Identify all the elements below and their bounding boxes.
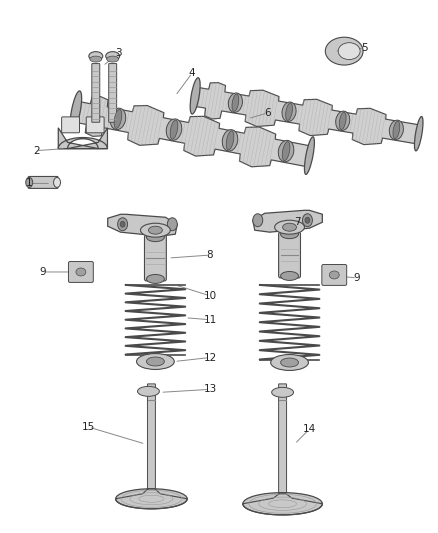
Ellipse shape bbox=[226, 131, 234, 150]
Ellipse shape bbox=[70, 91, 81, 131]
Polygon shape bbox=[243, 494, 322, 515]
Ellipse shape bbox=[304, 137, 314, 174]
Text: 6: 6 bbox=[265, 108, 271, 118]
Ellipse shape bbox=[329, 271, 339, 279]
Ellipse shape bbox=[90, 56, 102, 62]
Ellipse shape bbox=[107, 56, 119, 62]
Text: 12: 12 bbox=[203, 352, 217, 362]
Ellipse shape bbox=[278, 140, 294, 162]
Ellipse shape bbox=[116, 489, 187, 509]
Polygon shape bbox=[194, 83, 420, 144]
Polygon shape bbox=[58, 128, 107, 149]
Polygon shape bbox=[108, 214, 177, 236]
Ellipse shape bbox=[89, 52, 103, 61]
Text: 15: 15 bbox=[82, 422, 95, 432]
FancyBboxPatch shape bbox=[28, 176, 58, 188]
Ellipse shape bbox=[222, 130, 238, 151]
Text: 10: 10 bbox=[204, 291, 217, 301]
Text: 4: 4 bbox=[189, 68, 195, 78]
Text: 8: 8 bbox=[207, 250, 213, 260]
Text: 5: 5 bbox=[361, 43, 367, 53]
Ellipse shape bbox=[76, 268, 86, 276]
Ellipse shape bbox=[336, 111, 350, 131]
Ellipse shape bbox=[283, 223, 297, 231]
Ellipse shape bbox=[138, 386, 159, 397]
FancyBboxPatch shape bbox=[62, 117, 80, 133]
Ellipse shape bbox=[118, 218, 127, 231]
Ellipse shape bbox=[389, 120, 403, 140]
Polygon shape bbox=[253, 211, 322, 232]
Text: 11: 11 bbox=[203, 314, 217, 325]
Ellipse shape bbox=[414, 117, 423, 151]
Ellipse shape bbox=[303, 214, 312, 227]
Ellipse shape bbox=[282, 142, 290, 160]
Ellipse shape bbox=[286, 103, 293, 120]
Ellipse shape bbox=[106, 52, 120, 61]
Ellipse shape bbox=[110, 108, 126, 130]
Ellipse shape bbox=[170, 120, 178, 139]
Text: 1: 1 bbox=[26, 179, 32, 189]
Ellipse shape bbox=[305, 217, 310, 223]
Ellipse shape bbox=[325, 37, 363, 65]
Ellipse shape bbox=[281, 230, 298, 239]
FancyBboxPatch shape bbox=[109, 63, 117, 122]
Text: 13: 13 bbox=[203, 384, 217, 394]
FancyBboxPatch shape bbox=[145, 235, 166, 281]
Ellipse shape bbox=[275, 220, 304, 234]
Ellipse shape bbox=[190, 78, 200, 114]
Ellipse shape bbox=[253, 214, 263, 227]
Ellipse shape bbox=[243, 492, 322, 515]
Ellipse shape bbox=[148, 226, 162, 234]
FancyBboxPatch shape bbox=[86, 117, 104, 133]
Ellipse shape bbox=[272, 387, 293, 397]
Text: 3: 3 bbox=[115, 48, 122, 58]
FancyBboxPatch shape bbox=[148, 384, 155, 489]
Ellipse shape bbox=[120, 221, 125, 227]
Ellipse shape bbox=[146, 274, 164, 284]
FancyBboxPatch shape bbox=[279, 232, 300, 278]
Ellipse shape bbox=[167, 218, 177, 231]
Ellipse shape bbox=[282, 102, 296, 122]
FancyBboxPatch shape bbox=[322, 264, 347, 285]
Ellipse shape bbox=[281, 358, 298, 367]
FancyBboxPatch shape bbox=[279, 384, 286, 494]
Ellipse shape bbox=[393, 121, 400, 139]
Ellipse shape bbox=[26, 177, 33, 188]
Polygon shape bbox=[74, 96, 311, 167]
FancyBboxPatch shape bbox=[68, 262, 93, 282]
Ellipse shape bbox=[228, 93, 243, 112]
Text: 7: 7 bbox=[294, 217, 301, 227]
Ellipse shape bbox=[146, 233, 164, 241]
Ellipse shape bbox=[339, 112, 346, 130]
Ellipse shape bbox=[271, 354, 308, 370]
Polygon shape bbox=[116, 489, 187, 509]
Text: 2: 2 bbox=[33, 146, 39, 156]
Ellipse shape bbox=[232, 94, 239, 111]
Text: 9: 9 bbox=[40, 267, 46, 277]
FancyBboxPatch shape bbox=[92, 63, 100, 122]
Ellipse shape bbox=[114, 109, 122, 128]
Ellipse shape bbox=[166, 119, 182, 140]
Ellipse shape bbox=[53, 177, 60, 188]
Ellipse shape bbox=[141, 223, 170, 237]
Ellipse shape bbox=[137, 353, 174, 369]
Ellipse shape bbox=[146, 357, 164, 366]
Ellipse shape bbox=[338, 43, 360, 60]
Text: 14: 14 bbox=[303, 424, 316, 434]
Text: 9: 9 bbox=[354, 273, 360, 283]
Ellipse shape bbox=[281, 271, 298, 280]
